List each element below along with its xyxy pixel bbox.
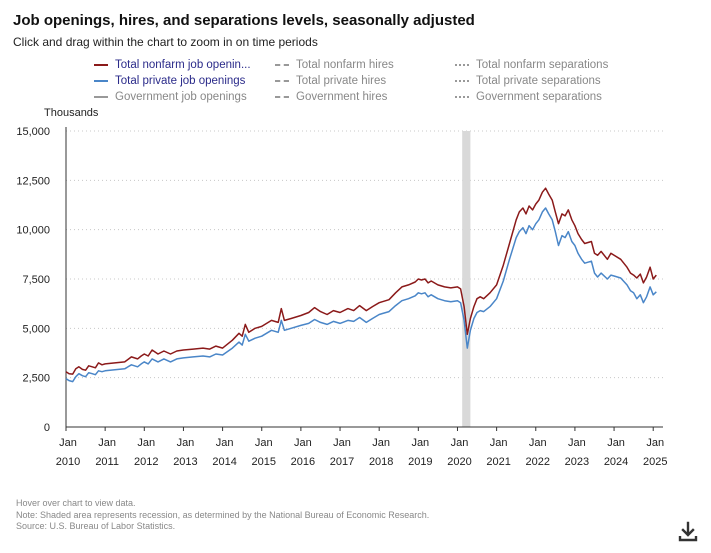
- x-tick-year: 2012: [134, 456, 158, 468]
- legend-swatch: [275, 80, 289, 82]
- x-tick-year: 2025: [643, 456, 667, 468]
- x-tick-month: Jan: [568, 437, 586, 449]
- legend-label: Total nonfarm separations: [476, 59, 609, 71]
- chart-area[interactable]: Thousands 0 2,500 5,000 7,500 10,000 12,500 15…: [0, 100, 711, 480]
- chart-subtitle: Click and drag within the chart to zoom …: [13, 35, 318, 49]
- recession-shading: [462, 131, 471, 427]
- y-tick-label: 7,500: [22, 274, 50, 286]
- source-note: Source: U.S. Bureau of Labor Statistics.: [16, 521, 176, 531]
- legend-swatch: [455, 64, 469, 66]
- y-tick-labels: 0 2,500 5,000 7,500 10,000 12,500 15,000: [16, 126, 50, 434]
- legend-swatch: [94, 64, 108, 66]
- x-tick-month: Jan: [98, 437, 116, 449]
- x-tick-month: Jan: [59, 437, 77, 449]
- x-tick-year: 2022: [526, 456, 550, 468]
- recession-band: [462, 131, 471, 427]
- x-tick-year: 2018: [369, 456, 393, 468]
- x-tick-year: 2019: [408, 456, 432, 468]
- x-tick-labels: Jan 2010 Jan 2011 Jan 2012 Jan 2013 Jan 2014 Jan 20…: [56, 437, 668, 468]
- series-line-total-private[interactable]: [65, 207, 657, 383]
- y-tick-label: 10,000: [16, 225, 50, 237]
- x-tick-month: Jan: [372, 437, 390, 449]
- legend-label: Total private separations: [476, 75, 601, 87]
- legend-swatch: [455, 80, 469, 82]
- legend-swatch: [94, 80, 108, 82]
- legend-swatch: [455, 96, 469, 98]
- y-tick-label: 12,500: [16, 175, 50, 187]
- gridlines: [66, 130, 663, 379]
- axes: [65, 127, 663, 431]
- y-tick-label: 0: [44, 422, 50, 434]
- x-tick-month: Jan: [451, 437, 469, 449]
- y-tick-label: 5,000: [22, 323, 50, 335]
- recession-note: Note: Shaded area represents recession, …: [16, 510, 430, 520]
- x-tick-month: Jan: [177, 437, 195, 449]
- legend-label: Government job openings: [115, 91, 247, 103]
- x-tick-month: Jan: [607, 437, 625, 449]
- x-tick-year: 2014: [212, 456, 236, 468]
- line-chart[interactable]: Thousands 0 2,500 5,000 7,500 10,000 12,500 15…: [0, 100, 711, 480]
- download-icon[interactable]: [677, 521, 699, 543]
- x-tick-year: 2015: [251, 456, 275, 468]
- legend-label: Total private job openings: [115, 75, 246, 87]
- x-tick-year: 2024: [604, 456, 628, 468]
- hover-note: Hover over chart to view data.: [16, 498, 136, 508]
- legend-swatch: [275, 64, 289, 66]
- x-tick-year: 2017: [330, 456, 354, 468]
- legend: Total nonfarm job openin... Total privat…: [94, 57, 654, 107]
- x-tick-year: 2021: [486, 456, 510, 468]
- series-lines[interactable]: [65, 187, 657, 383]
- legend-label: Total nonfarm job openin...: [115, 59, 251, 71]
- x-tick-year: 2010: [56, 456, 80, 468]
- legend-swatch: [94, 96, 108, 98]
- series-line-total-nonfarm[interactable]: [65, 187, 657, 375]
- y-tick-label: 15,000: [16, 126, 50, 138]
- legend-swatch: [275, 96, 289, 98]
- x-tick-month: Jan: [255, 437, 273, 449]
- x-tick-month: Jan: [294, 437, 312, 449]
- x-tick-year: 2016: [291, 456, 315, 468]
- legend-label: Total nonfarm hires: [296, 59, 394, 71]
- x-tick-month: Jan: [216, 437, 234, 449]
- legend-label: Government hires: [296, 91, 388, 103]
- x-tick-month: Jan: [333, 437, 351, 449]
- x-tick-year: 2023: [565, 456, 589, 468]
- x-tick-year: 2013: [173, 456, 197, 468]
- y-tick-label: 2,500: [22, 373, 50, 385]
- chart-title: Job openings, hires, and separations lev…: [13, 12, 475, 29]
- legend-label: Total private hires: [296, 75, 387, 87]
- x-tick-month: Jan: [646, 437, 664, 449]
- x-tick-month: Jan: [411, 437, 429, 449]
- x-tick-month: Jan: [529, 437, 547, 449]
- x-tick-year: 2011: [95, 456, 119, 468]
- x-tick-year: 2020: [447, 456, 471, 468]
- legend-label: Government separations: [476, 91, 602, 103]
- x-tick-month: Jan: [490, 437, 508, 449]
- x-tick-month: Jan: [137, 437, 155, 449]
- y-axis-title: Thousands: [44, 107, 99, 119]
